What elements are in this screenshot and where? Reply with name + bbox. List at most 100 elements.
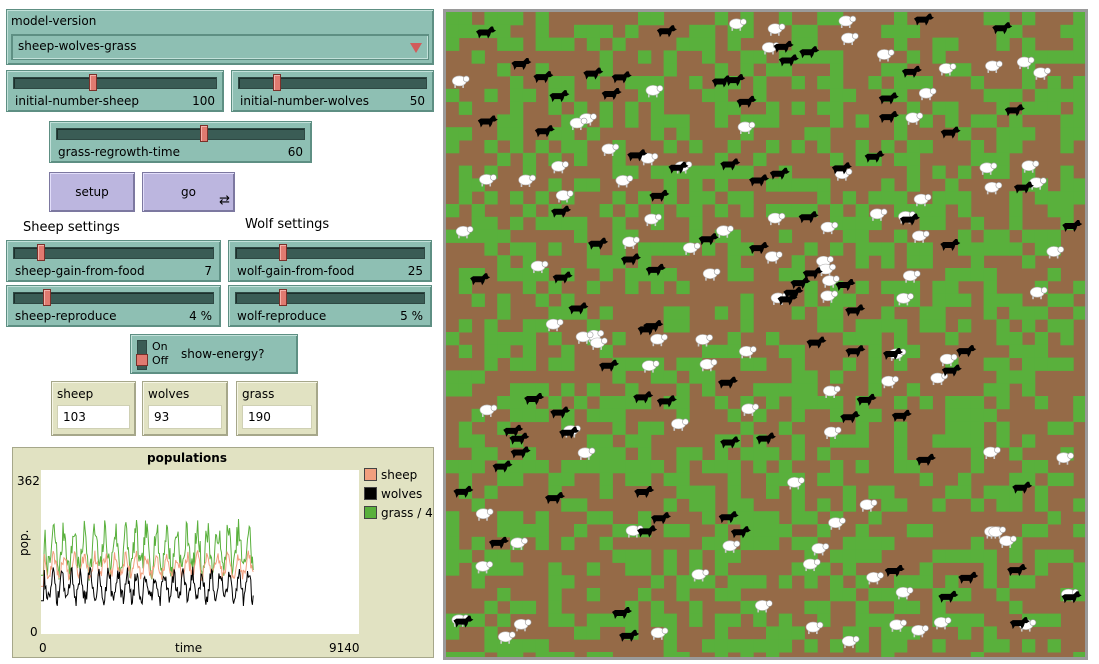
go-button[interactable]: go ⇄ [142,172,235,212]
setup-button[interactable]: setup [49,172,135,212]
grass-patch [1009,447,1023,461]
grass-patch [599,511,613,525]
slider-track[interactable] [56,128,305,140]
grass-patch [778,268,793,282]
chooser-select[interactable]: sheep-wolves-grass [11,34,429,60]
grass-patch [625,472,639,487]
sheep-icon [641,360,660,373]
grass-patch [612,447,626,461]
slider-knob[interactable] [279,244,287,261]
slider-knob[interactable] [200,125,208,142]
grass-patch [1047,268,1061,282]
grass-patch [714,613,729,627]
grass-patch [458,24,473,39]
slider-track[interactable] [13,292,214,304]
grass-patch [638,50,652,64]
sheep-icon [911,624,929,638]
grass-patch [663,370,677,384]
grass-patch [919,255,933,269]
initial-number-wolves-slider[interactable]: initial-number-wolves 50 [231,70,434,112]
grass-patch [906,344,921,359]
forever-icon: ⇄ [219,193,230,208]
wolf-icon [668,161,689,174]
grass-patch [1073,408,1085,423]
grass-patch [778,383,793,397]
sheep-icon [475,508,494,521]
grass-patch [855,408,869,423]
wolf-icon [524,393,545,406]
grass-patch [996,485,1010,499]
grass-patch [484,600,498,615]
grass-patch [548,613,562,627]
wolf-icon [777,293,798,306]
sheep-icon [765,251,783,264]
grass-patch [753,575,767,589]
slider-knob[interactable] [89,74,97,91]
grass-patch [1073,191,1085,205]
grass-patch [458,12,473,26]
wolf-icon [551,205,572,218]
grass-patch [689,447,703,461]
grass-patch [1022,37,1036,51]
grass-patch [791,140,805,154]
grass-patch [868,332,882,346]
slider-label: sheep-gain-from-food [15,264,145,278]
grass-patch [1009,191,1023,205]
grass-patch [548,652,562,657]
sheep-reproduce-slider[interactable]: sheep-reproduce 4 % [6,285,221,327]
slider-knob[interactable] [37,244,45,261]
world-view[interactable] [443,9,1088,660]
grass-patch [868,319,882,333]
show-energy-switch[interactable]: On Off show-energy? [130,334,298,374]
slider-knob[interactable] [279,289,287,306]
grass-patch [842,229,857,243]
grass-patch [638,421,652,435]
grass-patch [881,191,895,205]
grass-patch [446,524,460,538]
slider-knob[interactable] [273,74,281,91]
grass-patch [753,357,767,371]
slider-track[interactable] [238,77,427,89]
grass-patch [1060,50,1074,64]
grass-patch [510,114,524,128]
grass-patch [522,344,537,359]
grass-regrowth-time-slider[interactable]: grass-regrowth-time 60 [49,121,312,163]
grass-patch [906,50,921,64]
slider-knob[interactable] [43,289,51,306]
wolf-icon [634,486,655,499]
switch-label: show-energy? [181,347,265,361]
grass-patch [510,268,524,282]
grass-patch [830,370,844,384]
switch-knob[interactable] [136,354,148,366]
slider-track[interactable] [13,77,217,89]
wolf-reproduce-slider[interactable]: wolf-reproduce 5 % [228,285,432,327]
grass-patch [497,613,511,627]
sheep-icon [905,112,924,125]
grass-patch [638,242,652,256]
grass-patch [663,549,677,563]
grass-patch [1009,140,1023,154]
grass-patch [714,88,729,103]
grass-patch [1022,370,1036,384]
grass-patch [676,280,690,295]
dropdown-arrow-icon[interactable] [410,43,422,53]
sheep-icon [479,174,497,187]
sheep-icon [988,526,1007,539]
initial-number-sheep-slider[interactable]: initial-number-sheep 100 [6,70,224,112]
grass-patch [1034,88,1049,103]
slider-track[interactable] [13,247,214,259]
wolf-gain-from-food-slider[interactable]: wolf-gain-from-food 25 [228,240,432,282]
grass-patch [894,24,908,39]
grass-patch [970,421,985,435]
slider-track[interactable] [235,247,425,259]
model-version-chooser[interactable]: model-version sheep-wolves-grass [6,9,434,65]
sheep-gain-from-food-slider[interactable]: sheep-gain-from-food 7 [6,240,221,282]
slider-track[interactable] [235,292,425,304]
grass-patch [1047,101,1061,115]
grass-patch [510,140,524,154]
grass-patch [1009,600,1023,615]
grass-patch [906,600,921,615]
grass-patch [996,588,1010,602]
grass-patch [574,216,588,231]
grass-patch [714,165,729,179]
